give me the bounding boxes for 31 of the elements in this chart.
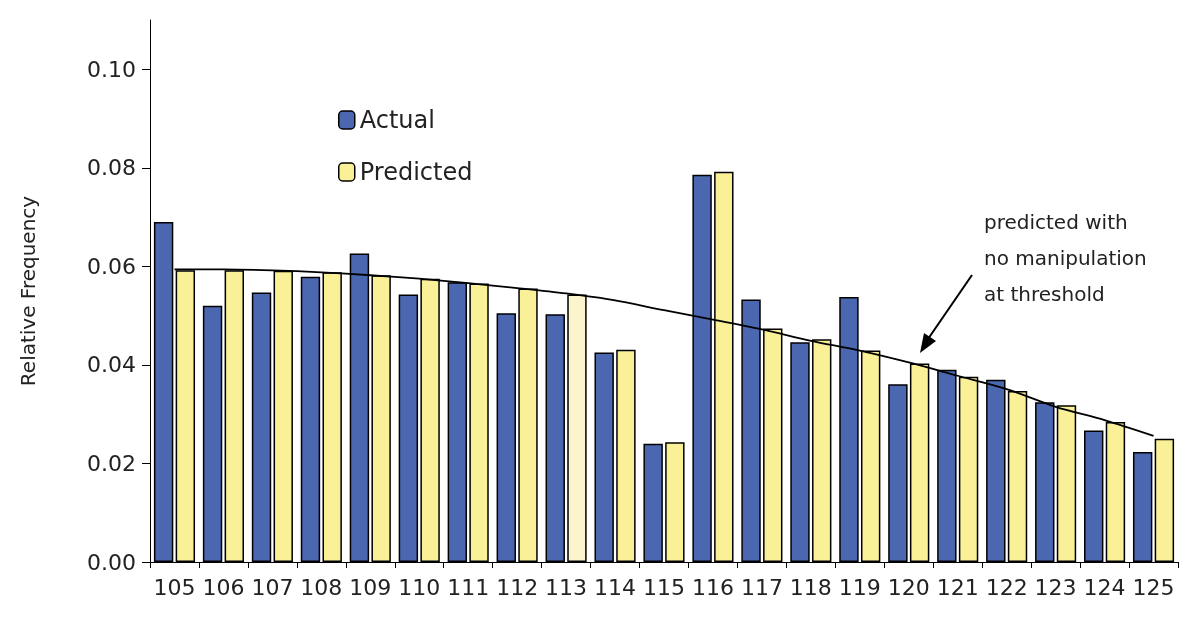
y-tick-label: 0.08 (87, 155, 136, 181)
y-tick-label: 0.00 (87, 549, 136, 575)
x-tick-label: 117 (740, 574, 783, 600)
x-tick-label: 109 (349, 574, 392, 600)
x-tick-label: 124 (1083, 574, 1126, 600)
x-tick-label: 121 (936, 574, 979, 600)
x-tick-label: 119 (838, 574, 881, 600)
legend-label: Actual (359, 106, 435, 134)
x-tick-label: 116 (691, 574, 734, 600)
x-tick-label: 105 (153, 574, 196, 600)
x-tick-label: 115 (643, 574, 685, 600)
y-tick-label: 0.06 (87, 253, 136, 279)
x-tick-label: 111 (447, 574, 490, 600)
y-axis-title: Relative Frequency (16, 195, 40, 387)
annotation: predicted with no manipulation at threshold (984, 210, 1147, 306)
x-tick-label: 120 (887, 574, 930, 600)
x-tick-label: 114 (594, 574, 637, 600)
x-tick-label: 113 (545, 574, 588, 600)
x-tick-label: 112 (496, 574, 539, 600)
x-tick-label: 118 (789, 574, 832, 600)
y-tick-label: 0.02 (87, 450, 136, 476)
y-tick-label: 0.10 (87, 56, 136, 82)
x-tick-label: 108 (300, 574, 343, 600)
x-tick-label: 107 (251, 574, 294, 600)
x-tick-label: 123 (1034, 574, 1077, 600)
y-tick-label: 0.04 (87, 352, 136, 378)
x-tick-label: 110 (398, 574, 441, 600)
x-tick-label: 122 (985, 574, 1028, 600)
legend-label: Predicted (359, 158, 473, 186)
x-tick-label: 125 (1132, 574, 1175, 600)
x-tick-label: 106 (202, 574, 245, 600)
